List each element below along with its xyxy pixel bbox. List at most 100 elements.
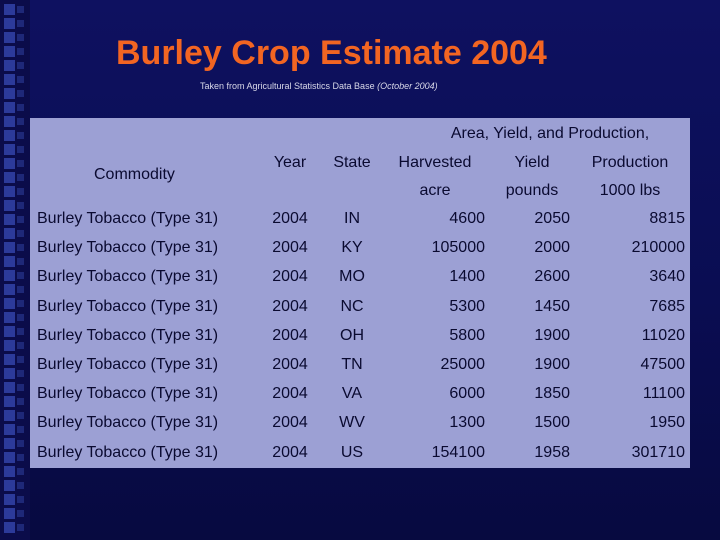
- subtitle-source: Taken from Agricultural Statistics Data …: [200, 81, 375, 91]
- decorative-square: [4, 312, 15, 323]
- decorative-square: [17, 104, 24, 111]
- cell-production: 210000: [631, 239, 685, 257]
- cell-year: 2004: [272, 326, 308, 344]
- decorative-square: [4, 130, 15, 141]
- decorative-square: [17, 468, 24, 475]
- cell-commodity: Burley Tobacco (Type 31): [37, 356, 219, 373]
- cell-commodity: Burley Tobacco (Type 31): [37, 268, 219, 286]
- cell-year: 2004: [272, 268, 308, 286]
- header-yield-unit: pounds: [505, 182, 559, 199]
- decorative-square: [4, 60, 15, 71]
- cell-state: NC: [340, 297, 364, 315]
- cell-commodity: Burley Tobacco (Type 31): [37, 414, 219, 432]
- decorative-square: [4, 172, 15, 183]
- decorative-square: [17, 230, 24, 237]
- cell-production: 47500: [640, 356, 686, 373]
- decorative-square: [4, 158, 15, 169]
- decorative-square: [17, 496, 24, 503]
- decorative-square: [4, 4, 15, 15]
- cell-production: 11100: [642, 385, 685, 403]
- decorative-square: [4, 298, 15, 309]
- cell-harvested: 1300: [449, 414, 485, 432]
- decorative-square: [17, 132, 24, 139]
- cell-production: 1950: [649, 414, 685, 432]
- cell-commodity: Burley Tobacco (Type 31): [37, 326, 219, 344]
- decorative-square: [4, 18, 15, 29]
- cell-state: US: [340, 443, 364, 461]
- decorative-square: [17, 272, 24, 279]
- decorative-square: [17, 342, 24, 349]
- decorative-square: [17, 244, 24, 251]
- decorative-square: [4, 480, 15, 491]
- decorative-square: [17, 370, 24, 377]
- cell-year: 2004: [272, 210, 308, 227]
- cell-production: 3640: [649, 268, 685, 286]
- decorative-square: [17, 482, 24, 489]
- decorative-square: [17, 20, 24, 27]
- cell-yield: 2600: [534, 268, 570, 286]
- decorative-square: [4, 340, 15, 351]
- header-harvested-unit: acre: [419, 182, 451, 199]
- cell-harvested: 1400: [449, 268, 485, 286]
- decorative-square: [4, 396, 15, 407]
- cell-yield: 2050: [534, 210, 570, 227]
- decorative-square: [17, 62, 24, 69]
- cell-year: 2004: [272, 297, 308, 315]
- cell-yield: 1450: [534, 297, 570, 315]
- decorative-square: [4, 382, 15, 393]
- decorative-square: [17, 258, 24, 265]
- decorative-square: [17, 6, 24, 13]
- cell-year: 2004: [272, 385, 308, 403]
- cell-commodity: Burley Tobacco (Type 31): [37, 297, 219, 315]
- decorative-square: [17, 48, 24, 55]
- slide-title: Burley Crop Estimate 2004: [116, 34, 547, 72]
- decorative-square: [17, 300, 24, 307]
- decorative-square: [4, 74, 15, 85]
- cell-state: WV: [339, 414, 365, 432]
- decorative-square: [4, 214, 15, 225]
- decorative-square: [4, 270, 15, 281]
- cell-yield: 1850: [534, 385, 570, 403]
- decorative-square: [17, 398, 24, 405]
- cell-harvested: 105000: [431, 239, 485, 257]
- cell-state: IN: [344, 210, 360, 227]
- header-production-unit: 1000 lbs: [599, 182, 661, 199]
- cell-commodity: Burley Tobacco (Type 31): [37, 443, 219, 461]
- header-state: State: [333, 154, 371, 171]
- decorative-square: [4, 354, 15, 365]
- decorative-square: [4, 368, 15, 379]
- decorative-square: [17, 160, 24, 167]
- decorative-square: [4, 438, 15, 449]
- decorative-strip: [0, 0, 30, 540]
- cell-harvested: 25000: [440, 356, 486, 373]
- decorative-square: [17, 412, 24, 419]
- decorative-square: [4, 326, 15, 337]
- decorative-square: [4, 242, 15, 253]
- decorative-square: [4, 522, 15, 533]
- decorative-square: [17, 146, 24, 153]
- decorative-square: [17, 356, 24, 363]
- decorative-square: [4, 200, 15, 211]
- decorative-square: [17, 524, 24, 531]
- slide-subtitle: Taken from Agricultural Statistics Data …: [200, 81, 438, 91]
- cell-state: TN: [341, 356, 363, 373]
- header-commodity: Commodity: [94, 166, 175, 183]
- cell-harvested: 5300: [449, 297, 485, 315]
- decorative-square: [17, 286, 24, 293]
- cell-harvested: 5800: [449, 326, 485, 344]
- decorative-square: [17, 76, 24, 83]
- cell-production: 301710: [631, 443, 685, 461]
- data-table: Area, Yield, and Production, Commodity Y…: [30, 118, 690, 468]
- cell-year: 2004: [272, 414, 308, 432]
- decorative-square: [4, 144, 15, 155]
- cell-state: MO: [339, 268, 365, 286]
- group-header: Area, Yield, and Production,: [450, 125, 650, 142]
- decorative-square: [17, 188, 24, 195]
- decorative-square: [17, 440, 24, 447]
- cell-harvested: 154100: [431, 443, 485, 461]
- decorative-square: [4, 284, 15, 295]
- cell-production: 7685: [649, 297, 685, 315]
- decorative-square: [17, 328, 24, 335]
- decorative-square: [17, 118, 24, 125]
- cell-production: 11020: [641, 326, 685, 344]
